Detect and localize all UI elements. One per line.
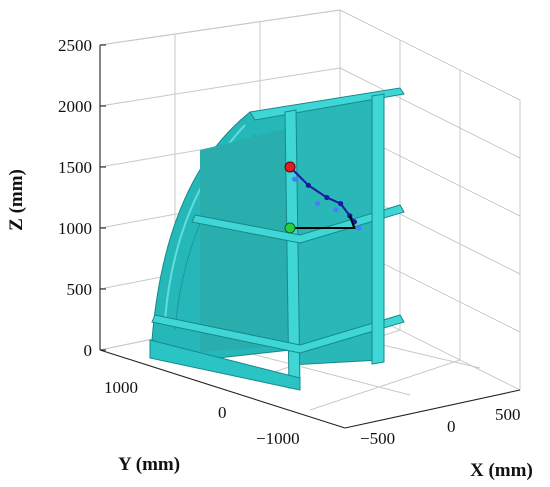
z-tick-label: 1500 xyxy=(58,158,92,177)
z-tick-marks xyxy=(100,44,106,351)
z-tick-label: 2500 xyxy=(58,36,92,55)
trajectory-point xyxy=(315,201,321,207)
x-tick-label: −500 xyxy=(360,429,395,448)
trajectory-point xyxy=(356,225,362,231)
trajectory-line xyxy=(290,215,356,229)
z-axis-label: Z (mm) xyxy=(6,169,27,231)
y-tick-label: −1000 xyxy=(256,429,300,448)
z-tick-label: 1000 xyxy=(58,219,92,238)
y-tick-label: 0 xyxy=(218,403,227,422)
x-tick-label: 0 xyxy=(447,417,456,436)
trajectory-point xyxy=(292,176,298,182)
trajectory-point xyxy=(324,194,330,201)
structure-frame xyxy=(149,87,405,391)
z-tick-label: 2000 xyxy=(58,97,92,116)
y-axis-label: Y (mm) xyxy=(118,454,180,475)
y-tick-labels: 1000 0 −1000 xyxy=(104,378,300,448)
trajectory-layer xyxy=(284,161,362,234)
end-point-marker xyxy=(284,222,296,234)
start-point-marker xyxy=(284,161,296,173)
z-tick-labels: 2500 2000 1500 1000 500 0 xyxy=(58,36,92,360)
trajectory-point xyxy=(338,201,344,207)
x-axis-label: X (mm) xyxy=(470,460,533,481)
z-tick-label: 0 xyxy=(84,341,93,360)
trajectory-point xyxy=(305,182,311,188)
x-tick-labels: −500 0 500 xyxy=(360,405,521,448)
y-tick-label: 1000 xyxy=(104,378,138,397)
x-tick-label: 500 xyxy=(495,405,521,424)
z-tick-label: 500 xyxy=(67,280,93,299)
axes xyxy=(99,44,521,429)
trajectory-point xyxy=(333,207,339,213)
